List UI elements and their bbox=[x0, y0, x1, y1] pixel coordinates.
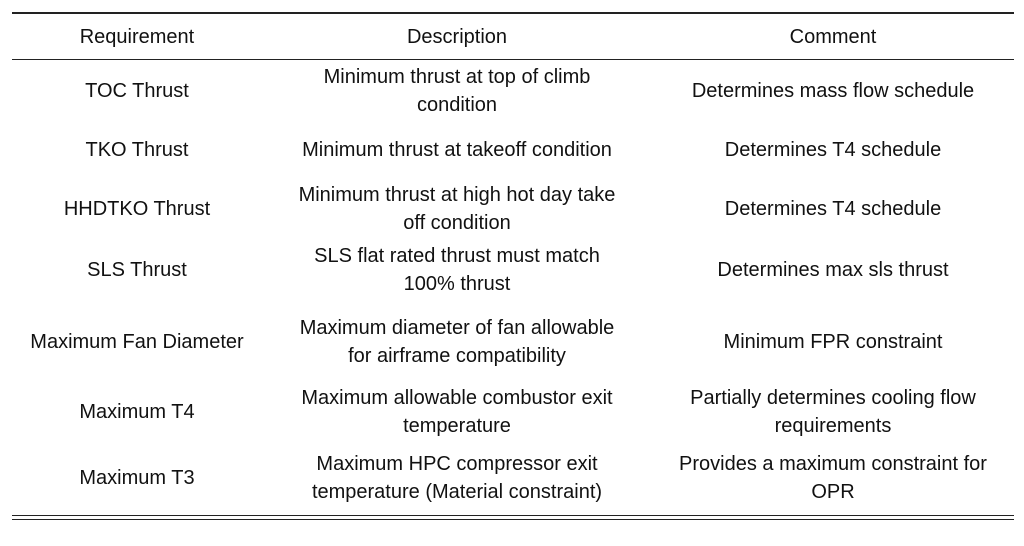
description-line: temperature bbox=[403, 415, 511, 437]
comment-line: Minimum FPR constraint bbox=[723, 331, 943, 353]
description-line: SLS flat rated thrust must match bbox=[314, 245, 600, 267]
description-line: Minimum thrust at takeoff condition bbox=[302, 139, 612, 161]
requirement-text: TKO Thrust bbox=[85, 139, 189, 161]
description-cell: Minimum thrust at high hot day take off … bbox=[262, 181, 652, 237]
comment-line: Provides a maximum constraint for bbox=[679, 453, 987, 475]
requirement-cell: TKO Thrust bbox=[12, 136, 262, 164]
comment-cell: Determines mass flow schedule bbox=[652, 77, 1014, 105]
comment-cell: Determines T4 schedule bbox=[652, 195, 1014, 223]
requirement-text: TOC Thrust bbox=[85, 79, 189, 102]
table-row: Maximum T4 Maximum allowable combustor e… bbox=[12, 383, 1014, 441]
table-row: HHDTKO Thrust Minimum thrust at high hot… bbox=[12, 179, 1014, 239]
description-line: off condition bbox=[403, 212, 511, 234]
description-cell: Maximum diameter of fan allowable for ai… bbox=[262, 314, 652, 370]
comment-cell: Determines T4 schedule bbox=[652, 136, 1014, 164]
requirement-cell: SLS Thrust bbox=[12, 256, 262, 284]
comment-line: Determines T4 schedule bbox=[724, 198, 942, 220]
requirement-cell: HHDTKO Thrust bbox=[12, 195, 262, 223]
comment-line: OPR bbox=[811, 481, 855, 503]
description-line: Minimum thrust at high hot day take bbox=[298, 184, 616, 206]
requirements-table: Requirement Description Comment TOC Thru… bbox=[12, 12, 1014, 520]
table-header-row: Requirement Description Comment bbox=[12, 14, 1014, 59]
description-line: 100% thrust bbox=[403, 273, 511, 295]
table-header-rule bbox=[12, 59, 1014, 60]
table-row: TOC Thrust Minimum thrust at top of clim… bbox=[12, 60, 1014, 121]
comment-line: Determines T4 schedule bbox=[724, 139, 942, 161]
description-line: temperature (Material constraint) bbox=[311, 481, 603, 503]
header-requirement: Requirement bbox=[79, 25, 195, 48]
comment-line: Determines max sls thrust bbox=[717, 259, 949, 281]
requirement-cell: Maximum T4 bbox=[12, 398, 262, 426]
requirement-text: Maximum T4 bbox=[79, 401, 195, 423]
table-top-rule bbox=[12, 12, 1014, 14]
requirement-cell: Maximum Fan Diameter bbox=[12, 328, 262, 356]
description-line: condition bbox=[416, 93, 498, 116]
description-line: for airframe compatibility bbox=[348, 345, 566, 367]
description-line: Maximum allowable combustor exit bbox=[301, 387, 613, 409]
requirement-text: HHDTKO Thrust bbox=[63, 198, 211, 220]
description-cell: SLS flat rated thrust must match 100% th… bbox=[262, 242, 652, 298]
requirement-cell: Maximum T3 bbox=[12, 464, 262, 492]
table-row: Maximum T3 Maximum HPC compressor exit t… bbox=[12, 441, 1014, 515]
requirement-text: Maximum Fan Diameter bbox=[30, 331, 244, 353]
description-line: Maximum HPC compressor exit bbox=[316, 453, 598, 475]
requirement-text: Maximum T3 bbox=[79, 467, 195, 489]
comment-cell: Provides a maximum constraint for OPR bbox=[652, 450, 1014, 506]
comment-cell: Minimum FPR constraint bbox=[652, 328, 1014, 356]
header-description: Description bbox=[406, 25, 508, 48]
description-cell: Minimum thrust at takeoff condition bbox=[262, 136, 652, 164]
comment-line: Partially determines cooling flow bbox=[690, 387, 976, 409]
description-cell: Maximum HPC compressor exit temperature … bbox=[262, 450, 652, 506]
description-cell: Maximum allowable combustor exit tempera… bbox=[262, 384, 652, 440]
table-row: Maximum Fan Diameter Maximum diameter of… bbox=[12, 301, 1014, 383]
table-bottom-rule bbox=[12, 515, 1014, 516]
comment-cell: Determines max sls thrust bbox=[652, 256, 1014, 284]
comment-line: Determines mass flow schedule bbox=[691, 79, 975, 102]
description-line: Maximum diameter of fan allowable bbox=[299, 317, 615, 339]
table-row: SLS Thrust SLS flat rated thrust must ma… bbox=[12, 239, 1014, 301]
requirement-text: SLS Thrust bbox=[87, 259, 187, 281]
table-bottom-rule bbox=[12, 519, 1014, 520]
table-row: TKO Thrust Minimum thrust at takeoff con… bbox=[12, 121, 1014, 179]
requirement-cell: TOC Thrust bbox=[12, 77, 262, 105]
comment-cell: Partially determines cooling flow requir… bbox=[652, 384, 1014, 440]
description-cell: Minimum thrust at top of climb condition bbox=[262, 63, 652, 119]
header-comment: Comment bbox=[789, 25, 877, 48]
description-line: Minimum thrust at top of climb bbox=[323, 65, 591, 88]
comment-line: requirements bbox=[774, 415, 892, 437]
